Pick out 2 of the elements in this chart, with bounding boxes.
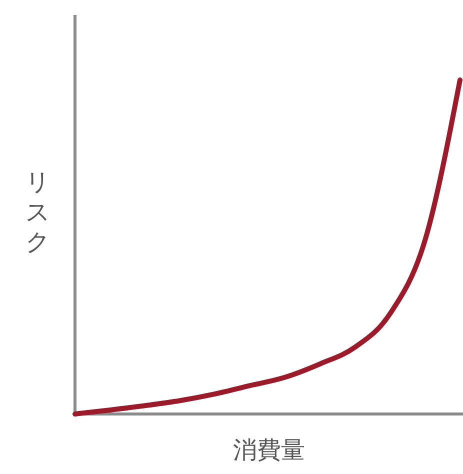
y-axis-title: リスク — [26, 168, 50, 256]
x-axis-title: 消費量 — [233, 436, 305, 464]
